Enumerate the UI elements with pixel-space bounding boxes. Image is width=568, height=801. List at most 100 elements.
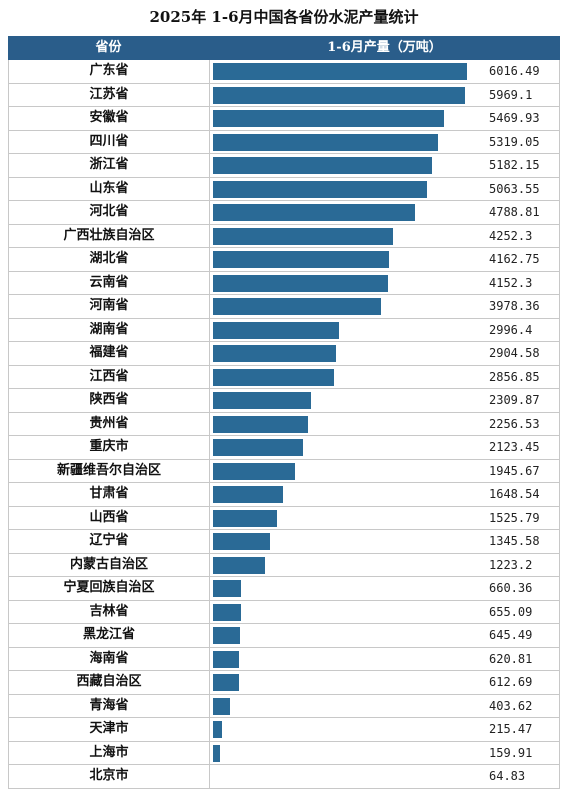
value-label: 215.47 xyxy=(489,722,533,736)
table-row: 宁夏回族自治区 660.36 xyxy=(9,577,559,601)
bar xyxy=(213,486,283,503)
bar xyxy=(213,110,444,127)
category-label: 黑龙江省 xyxy=(9,624,210,647)
table-row: 福建省 2904.58 xyxy=(9,342,559,366)
table-row: 安徽省 5469.93 xyxy=(9,107,559,131)
bar xyxy=(213,603,241,621)
value-label: 5182.15 xyxy=(489,158,540,172)
category-label: 浙江省 xyxy=(9,154,210,177)
category-label: 湖南省 xyxy=(9,318,210,341)
bar xyxy=(213,274,389,292)
table-row: 甘肃省 1648.54 xyxy=(9,483,559,507)
bar xyxy=(213,627,241,644)
value-label: 2904.58 xyxy=(489,346,540,360)
value-label: 2856.85 xyxy=(489,369,540,384)
category-label: 云南省 xyxy=(9,271,210,294)
table-row: 广西壮族自治区 4252.3 xyxy=(9,224,559,248)
category-label: 上海市 xyxy=(9,741,210,764)
value-label: 655.09 xyxy=(489,604,533,619)
table-row: 重庆市 2123.45 xyxy=(9,436,559,460)
table-row: 四川省 5319.05 xyxy=(9,130,559,154)
category-label: 内蒙古自治区 xyxy=(9,553,210,576)
category-label: 青海省 xyxy=(9,694,210,717)
table-row: 海南省 620.81 xyxy=(9,647,559,671)
value-label: 1223.2 xyxy=(489,557,533,572)
value-label: 5469.93 xyxy=(489,111,540,125)
value-label: 5063.55 xyxy=(489,181,540,196)
category-label: 贵州省 xyxy=(9,412,210,435)
value-label: 2123.45 xyxy=(489,440,540,454)
table-row: 陕西省 2309.87 xyxy=(9,389,559,413)
value-label: 660.36 xyxy=(489,581,533,595)
category-label: 山东省 xyxy=(9,177,210,200)
table-row: 天津市 215.47 xyxy=(9,718,559,742)
category-label: 江西省 xyxy=(9,365,210,388)
table-row: 北京市 64.83 xyxy=(9,765,559,789)
value-label: 1345.58 xyxy=(489,534,540,548)
category-label: 四川省 xyxy=(9,130,210,153)
bar xyxy=(213,321,340,339)
table-row: 青海省 403.62 xyxy=(9,694,559,718)
category-label: 宁夏回族自治区 xyxy=(9,577,210,600)
bar xyxy=(213,721,223,738)
category-label: 河南省 xyxy=(9,295,210,318)
table-row: 江苏省 5969.1 xyxy=(9,83,559,107)
value-label: 159.91 xyxy=(489,745,533,760)
table-row: 江西省 2856.85 xyxy=(9,365,559,389)
bar xyxy=(213,533,270,550)
value-label: 620.81 xyxy=(489,651,533,666)
bar xyxy=(213,392,311,409)
table-row: 西藏自治区 612.69 xyxy=(9,671,559,695)
table-row: 云南省 4152.3 xyxy=(9,271,559,295)
value-label: 2996.4 xyxy=(489,322,533,337)
bar xyxy=(213,157,432,174)
bar xyxy=(213,63,467,80)
category-label: 西藏自治区 xyxy=(9,671,210,694)
category-label: 广西壮族自治区 xyxy=(9,224,210,247)
value-label: 3978.36 xyxy=(489,299,540,313)
category-label: 广东省 xyxy=(9,60,210,83)
bar xyxy=(213,674,239,691)
category-label: 辽宁省 xyxy=(9,530,210,553)
table-row: 内蒙古自治区 1223.2 xyxy=(9,553,559,577)
bar xyxy=(213,204,416,221)
value-label: 403.62 xyxy=(489,698,533,713)
category-label: 湖北省 xyxy=(9,248,210,271)
category-label: 海南省 xyxy=(9,647,210,670)
value-label: 2309.87 xyxy=(489,393,540,407)
bar xyxy=(213,509,278,527)
header-province: 省份 xyxy=(95,40,122,55)
table-row: 河南省 3978.36 xyxy=(9,295,559,319)
table-row: 吉林省 655.09 xyxy=(9,600,559,624)
category-label: 甘肃省 xyxy=(9,483,210,506)
category-label: 江苏省 xyxy=(9,83,210,106)
table-row: 山东省 5063.55 xyxy=(9,177,559,201)
bar xyxy=(213,251,389,268)
value-label: 645.49 xyxy=(489,628,533,642)
value-label: 4162.75 xyxy=(489,252,540,266)
bar xyxy=(213,227,393,245)
category-label: 安徽省 xyxy=(9,107,210,130)
value-label: 64.83 xyxy=(489,769,526,783)
table-row: 黑龙江省 645.49 xyxy=(9,624,559,648)
category-label: 新疆维吾尔自治区 xyxy=(9,459,210,482)
category-label: 北京市 xyxy=(9,765,210,788)
table-row: 上海市 159.91 xyxy=(9,741,559,765)
category-label: 吉林省 xyxy=(9,600,210,623)
bar xyxy=(213,697,231,715)
value-label: 4252.3 xyxy=(489,228,533,243)
table-row: 浙江省 5182.15 xyxy=(9,154,559,178)
category-label: 陕西省 xyxy=(9,389,210,412)
chart-rows: 广东省 6016.49 江苏省 5969.1 安徽省 5469.93 四川省 5319.05 浙… xyxy=(8,60,560,789)
bar xyxy=(213,298,381,315)
bar xyxy=(213,415,309,433)
table-row: 湖北省 4162.75 xyxy=(9,248,559,272)
table-row: 新疆维吾尔自治区 1945.67 xyxy=(9,459,559,483)
table-row: 山西省 1525.79 xyxy=(9,506,559,530)
value-label: 5319.05 xyxy=(489,134,540,149)
bar xyxy=(213,133,438,151)
table-row: 辽宁省 1345.58 xyxy=(9,530,559,554)
bar xyxy=(213,556,265,574)
value-label: 4788.81 xyxy=(489,205,540,219)
category-label: 天津市 xyxy=(9,718,210,741)
